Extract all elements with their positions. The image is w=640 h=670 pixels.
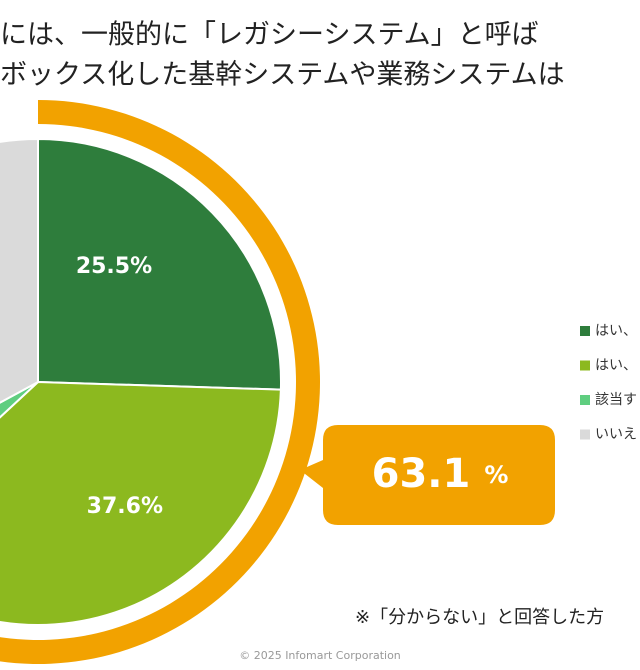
- pie-slice: [0, 381, 39, 419]
- legend-label: はい、: [595, 358, 637, 374]
- callout-number: 63.1: [372, 451, 471, 497]
- title-line: には、一般的に「レガシーシステム」と呼ば: [0, 20, 539, 51]
- pie-slice: [0, 380, 282, 626]
- legend-label: 該当す: [595, 392, 637, 408]
- callout: [300, 425, 555, 525]
- title-line: ボックス化した基幹システムや業務システムは: [0, 60, 565, 91]
- callout-value: 63.1%: [372, 451, 509, 497]
- legend-swatch: [580, 395, 590, 405]
- value-label: 37.6%: [87, 494, 163, 519]
- callout-unit: %: [484, 461, 508, 489]
- pie-slice: [0, 137, 39, 404]
- value-label: 25.5%: [76, 254, 152, 279]
- legend-label: はい、: [595, 323, 637, 339]
- legend-label: いいえ: [595, 427, 637, 443]
- legend-swatch: [580, 360, 590, 371]
- pie-slice: [37, 137, 282, 391]
- footer: © 2025 Infomart Corporation: [239, 649, 401, 662]
- legend-swatch: [580, 429, 590, 440]
- legend-swatch: [580, 326, 590, 336]
- note: ※「分からない」と回答した方: [355, 607, 604, 628]
